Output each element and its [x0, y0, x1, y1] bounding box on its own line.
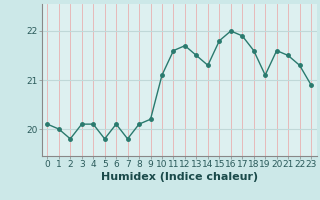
- X-axis label: Humidex (Indice chaleur): Humidex (Indice chaleur): [100, 172, 258, 182]
